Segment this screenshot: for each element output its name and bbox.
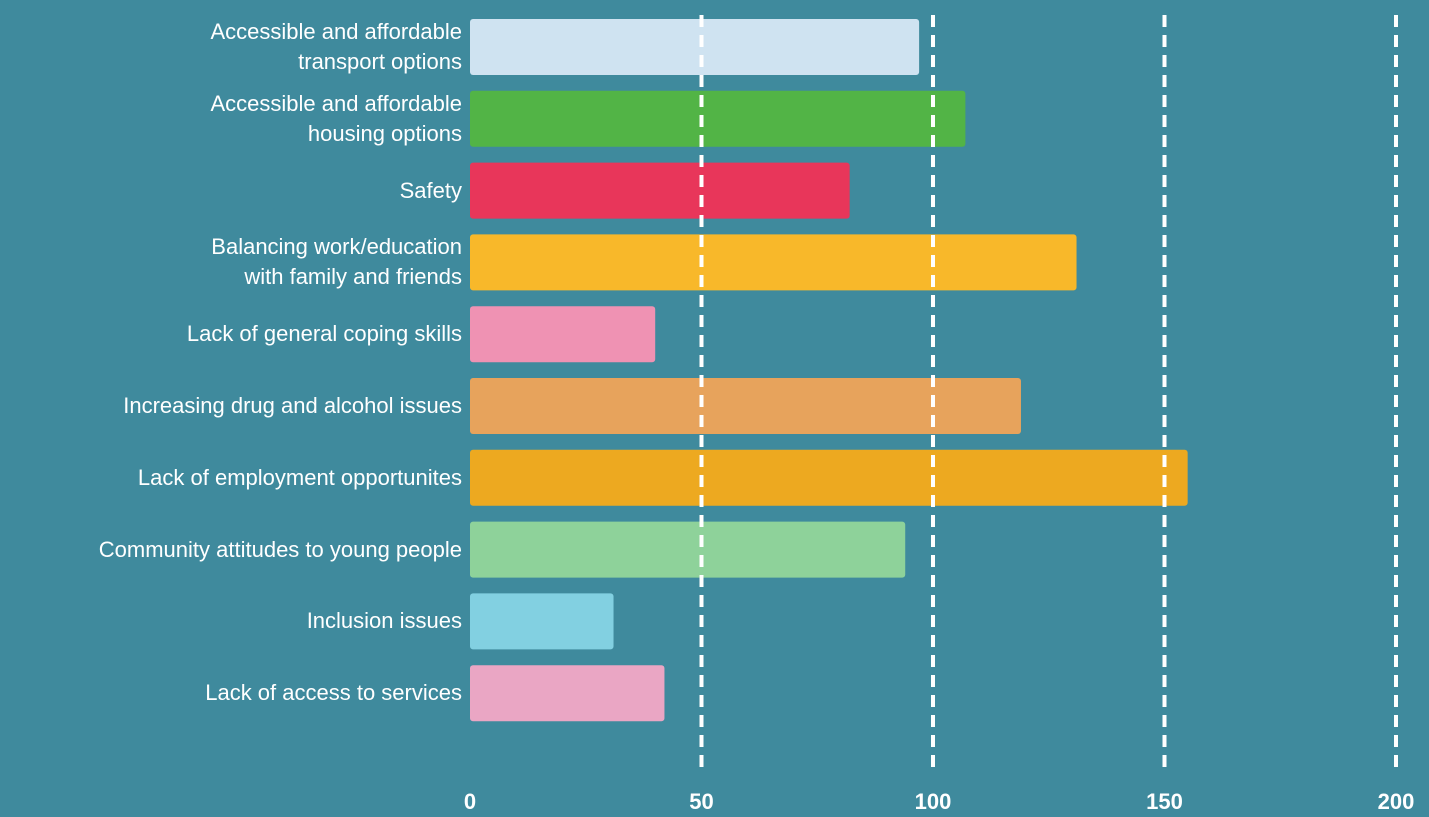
x-tick-label: 100 — [915, 789, 952, 814]
category-label: Lack of access to services — [205, 680, 462, 706]
bar — [470, 665, 665, 722]
x-tick-label: 0 — [464, 789, 476, 814]
bar — [470, 593, 614, 650]
category-label: Community attitudes to young people — [98, 536, 462, 562]
bar — [470, 234, 1077, 291]
bar — [470, 378, 1021, 434]
x-tick-label: 50 — [689, 789, 713, 814]
bar — [470, 90, 966, 147]
bar — [470, 19, 920, 75]
category-label: Lack of employment opportunites — [137, 464, 462, 490]
category-label: Increasing drug and alcohol issues — [123, 393, 462, 418]
category-label: Accessible and affordable housing option… — [210, 90, 462, 146]
category-label: Accessible and affordable transport opti… — [210, 19, 462, 74]
x-tick-label: 150 — [1146, 789, 1183, 814]
bar — [470, 306, 656, 363]
category-label: Lack of general coping skills — [186, 321, 462, 347]
x-tick-label: 200 — [1378, 789, 1415, 814]
category-label: Balancing work/education with family and… — [211, 234, 462, 290]
bar — [470, 521, 906, 578]
bar — [470, 449, 1188, 506]
category-label: Inclusion issues — [306, 608, 462, 634]
bar — [470, 162, 850, 219]
category-label: Safety — [399, 177, 462, 203]
